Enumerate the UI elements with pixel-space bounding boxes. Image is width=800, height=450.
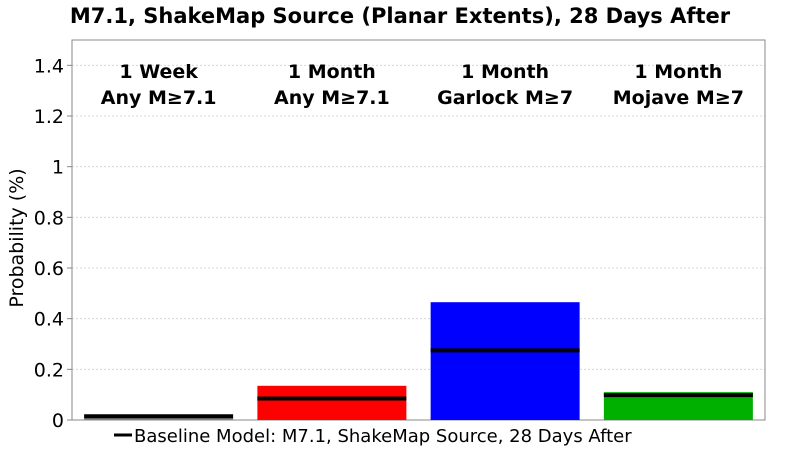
baseline-markers	[84, 348, 753, 419]
bar	[84, 416, 234, 420]
grid-lines	[72, 64, 765, 370]
bar	[430, 302, 580, 420]
category-label-line2: Any M≥7.1	[274, 87, 390, 109]
y-axis-label: Probability (%)	[6, 168, 28, 307]
y-tick-label: 1	[52, 157, 64, 179]
category-label-line2: Mojave M≥7	[613, 87, 744, 109]
y-tick-label: 0.4	[34, 309, 64, 331]
category-label-line1: 1 Month	[461, 61, 549, 83]
bars	[84, 302, 753, 420]
y-tick-label: 1.2	[34, 106, 64, 128]
category-label-line1: 1 Month	[634, 61, 722, 83]
legend-baseline-label: Baseline Model: M7.1, ShakeMap Source, 2…	[134, 426, 632, 447]
chart-title: M7.1, ShakeMap Source (Planar Extents), …	[70, 4, 731, 28]
y-tick-label: 0.6	[34, 258, 64, 280]
plot-area	[71, 39, 766, 421]
y-axis: 0 0.2 0.4 0.6 0.8 1 1.2 1.4	[34, 55, 72, 432]
y-tick-label: 1.4	[34, 55, 64, 77]
legend: Baseline Model: M7.1, ShakeMap Source, 2…	[114, 426, 632, 447]
category-label-line1: 1 Month	[288, 61, 376, 83]
y-tick-label: 0.8	[34, 207, 64, 229]
category-label-line2: Any M≥7.1	[101, 87, 217, 109]
category-labels: 1 Week Any M≥7.1 1 Month Any M≥7.1 1 Month Ga…	[101, 61, 744, 109]
category-label-line1: 1 Week	[119, 61, 198, 83]
bar	[257, 385, 407, 420]
category-label-line2: Garlock M≥7	[437, 87, 573, 109]
y-tick-label: 0	[52, 410, 64, 432]
y-tick-label: 0.2	[34, 359, 64, 381]
